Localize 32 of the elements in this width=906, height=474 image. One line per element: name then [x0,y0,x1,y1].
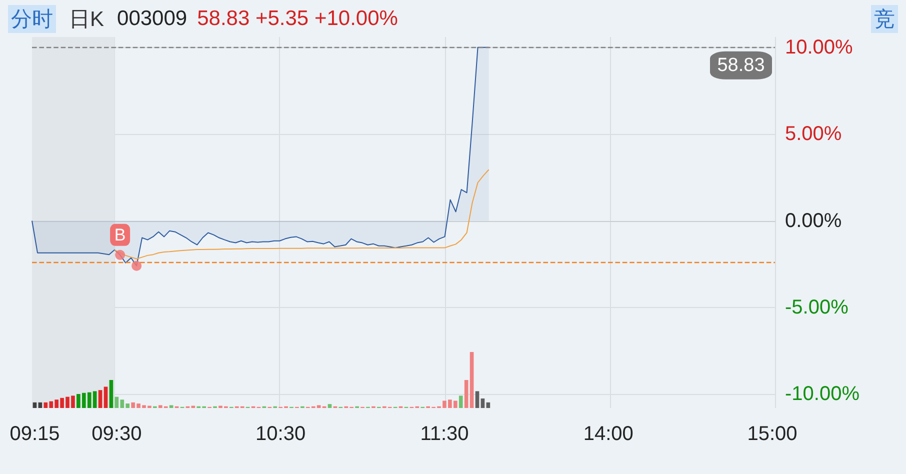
text: 分时 [8,5,56,33]
y-tick-label: 10.00% [785,36,854,58]
y-tick-label: 0.00% [785,210,842,232]
bar [169,405,174,408]
bar [32,402,37,408]
x-tick-label: 10:30 [256,423,306,445]
text: 日K [68,7,106,33]
bar [486,402,490,408]
x-tick-label: 09:15 [10,423,60,445]
bar [458,396,463,408]
bar [470,352,474,408]
bar [328,404,332,408]
x-tick-label: 09:30 [92,423,142,445]
bar [38,402,42,408]
bar [475,391,480,408]
x-tick-label: 15:00 [747,423,798,445]
y-tick-label: 5.00% [785,123,842,146]
bar [98,390,102,408]
y-tick-label: -10.00% [785,383,860,406]
bar [104,386,108,408]
chart-subtitle: 58.83 +5.35 +10.00% [197,7,398,31]
y-tick-label: -5.00% [785,296,849,318]
chart-title: 003009 [117,7,188,31]
annotation: B [114,225,126,244]
bar [464,380,468,408]
x-tick-label: 11:30 [420,423,469,445]
text: 竞 [871,5,898,33]
line-series [114,169,490,260]
x-tick-label: 14:00 [583,423,634,445]
bar [109,380,114,408]
bar [480,398,485,408]
annotation: 58.83 [717,54,765,76]
